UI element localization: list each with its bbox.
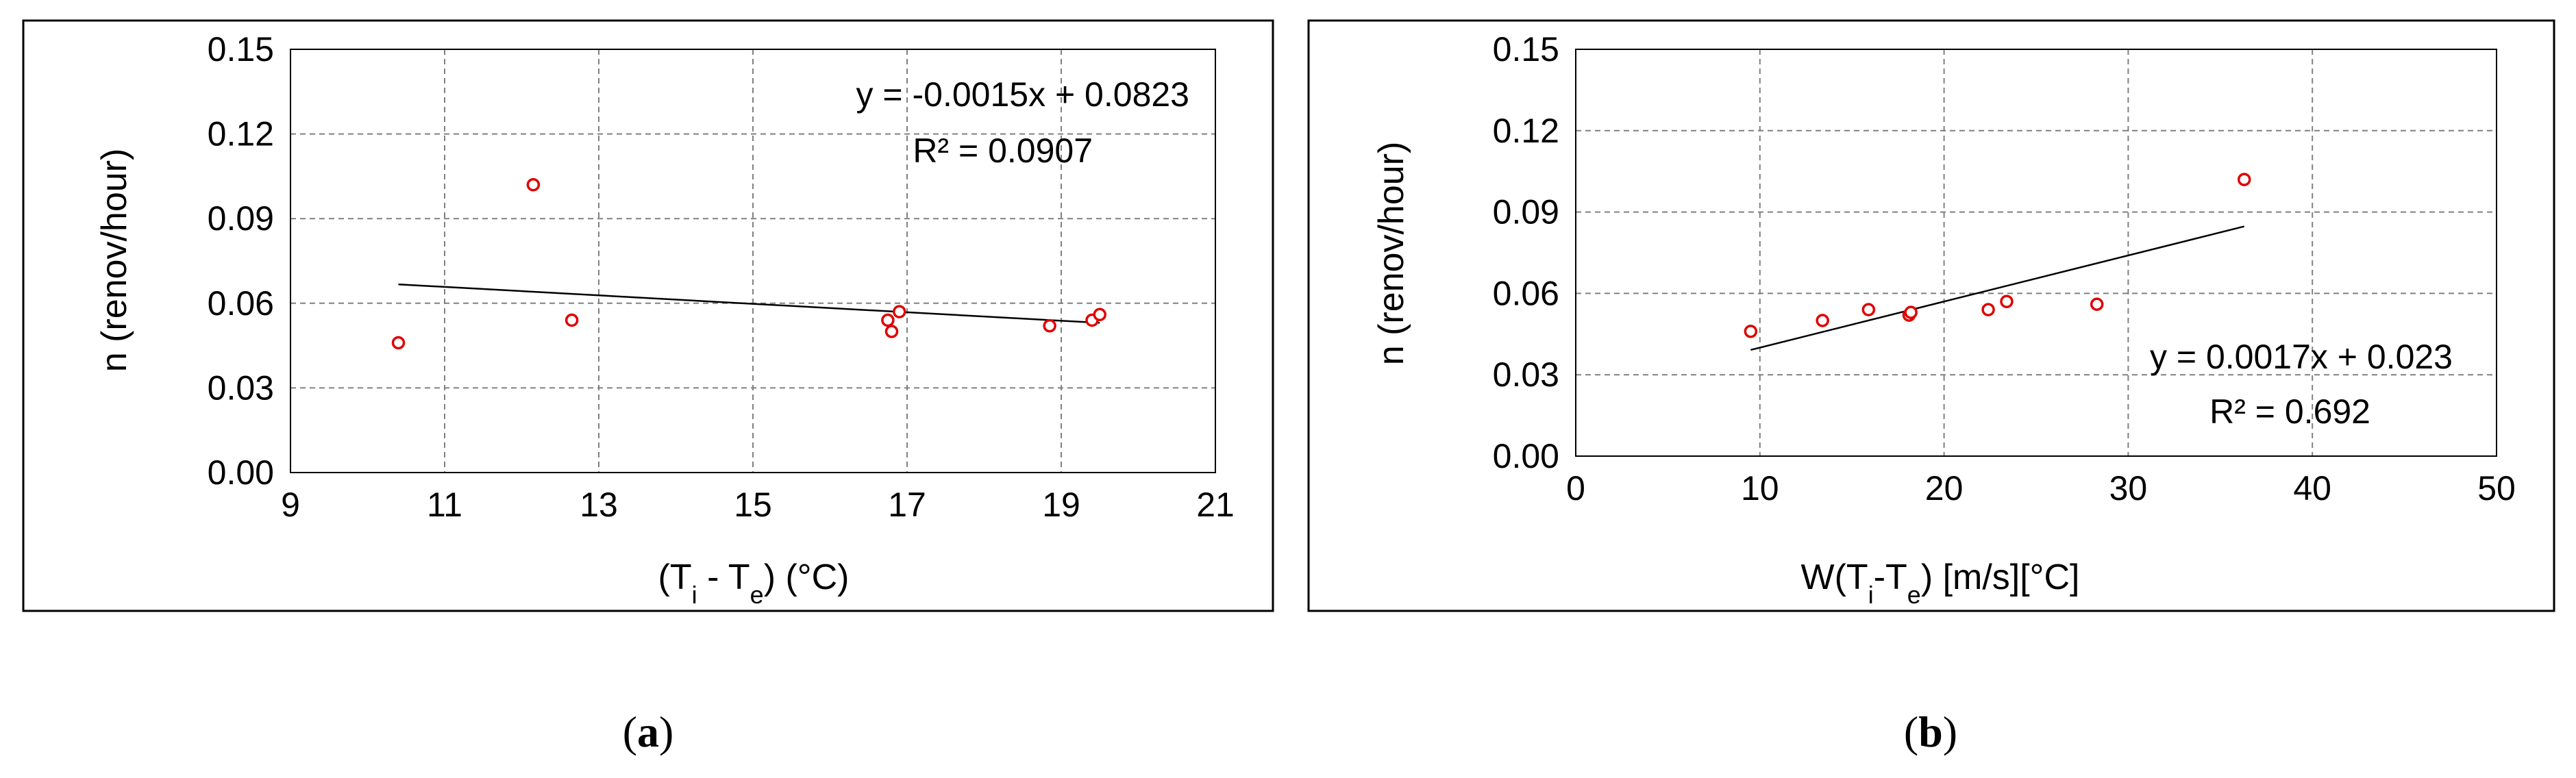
panel-b-y-tick-labels: 0.00 0.03 0.06 0.09 0.12 0.15 [1493,30,1559,475]
panel-b-data-point [1816,314,1829,327]
panel-a-y-tick-labels: 0.00 0.03 0.06 0.09 0.12 0.15 [208,30,274,492]
panel-b-y-tick-label: 0.03 [1493,355,1559,394]
panel-a-x-tick-label: 9 [281,486,300,524]
panel-a-data-point [1043,319,1056,333]
panel-a-trendline-group [398,283,1100,324]
panel-b-data-point [1861,303,1876,316]
panel-a-x-tick-label: 21 [1196,486,1235,524]
panel-a-x-tick-label: 17 [888,486,926,524]
panel-b-y-tick-label: 0.00 [1493,437,1559,475]
panel-b-y-tick-label: 0.09 [1493,193,1559,231]
panel-a-data-point [884,325,899,338]
panel-b-x-tick-labels: 0 10 20 30 40 50 [1566,469,2516,507]
panel-a-caption: (a) [623,707,674,756]
panel-a-data-point [391,336,406,350]
panel-a-x-tick-labels: 9 11 13 15 17 19 21 [281,486,1235,524]
panel-b-frame [1307,19,2555,612]
panel-b-x-tick-label: 30 [2109,469,2148,507]
panel-a-data-point [881,313,895,327]
panel-a-data-point [526,178,541,192]
panel-b-y-tick-label: 0.12 [1493,112,1559,150]
panel-b-caption: (b) [1904,707,1957,756]
panel-b-x-tick-label: 20 [1925,469,1964,507]
panel-a-data-point [893,305,906,318]
panel-a-y-axis-label: n (renov/hour) [95,149,134,373]
panel-b-data-point [2090,297,2104,311]
panel-a-data-point [565,313,579,327]
panel-a-chart: 0.00 0.03 0.06 0.09 0.12 0.15 9 11 13 15 17 19 21 y… [22,19,1274,756]
panel-b-gridlines [1576,49,2497,456]
panel-b-data-point [1744,325,1758,338]
panel-b-data-point [1904,305,1918,319]
panel-a-x-tick-label: 11 [427,486,462,524]
panel-a-data-points [391,178,1106,350]
panel-a-x-tick-label: 13 [580,486,618,524]
panel-a-y-tick-label: 0.12 [208,115,274,153]
panel-b-trendline-group [1750,225,2245,351]
panel-b-x-tick-label: 50 [2477,469,2516,507]
panel-a-x-tick-label: 15 [734,486,772,524]
panel-b-data-point [2000,294,2014,309]
panel-a-plot-area [290,49,1216,473]
panel-a-trendline [398,283,1100,324]
panel-a-y-tick-label: 0.03 [208,368,274,407]
panel-a-r-squared: R² = 0.0907 [913,131,1093,170]
panel-b-x-tick-label: 0 [1566,469,1585,507]
panel-b-trendline [1750,225,2245,351]
panel-b-y-tick-label: 0.06 [1493,274,1559,312]
panel-a-x-axis-label: (Ti - Te) (°C) [658,557,850,609]
panel-b-x-tick-label: 10 [1741,469,1779,507]
panel-a-x-tick-label: 19 [1042,486,1080,524]
panel-b-x-tick-label: 40 [2293,469,2331,507]
panel-b-data-points [1744,173,2251,338]
panel-a-y-tick-label: 0.00 [208,453,274,492]
panel-b-data-point [2237,173,2251,186]
panel-b-equation: y = 0.0017x + 0.023 [2150,338,2453,376]
panel-b-x-axis-label: W(Ti-Te) [m/s][°C] [1801,557,2080,609]
panel-a-data-point [1093,308,1106,322]
panel-b-r-squared: R² = 0.692 [2209,392,2370,431]
panel-b-chart: 0.00 0.03 0.06 0.09 0.12 0.15 0 10 20 30 40 50 y =… [1307,19,2555,756]
panel-a-frame [22,19,1274,612]
panel-a-y-tick-label: 0.06 [208,284,274,323]
panel-a-equation: y = -0.0015x + 0.0823 [856,75,1189,114]
panel-b-y-axis-label: n (renov/hour) [1372,142,1411,366]
panel-a-gridlines [290,49,1215,473]
panel-a-y-tick-label: 0.15 [208,30,274,68]
panel-b-y-tick-label: 0.15 [1493,30,1559,68]
panel-b-plot-area [1575,49,2497,457]
panel-a-y-tick-label: 0.09 [208,199,274,238]
panel-b-data-point [1981,303,1995,316]
